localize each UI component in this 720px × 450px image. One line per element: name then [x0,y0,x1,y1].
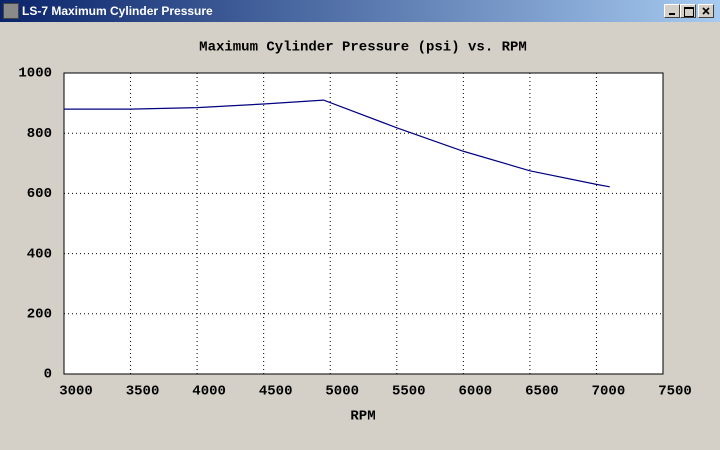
x-axis-label: RPM [350,409,375,425]
minimize-button[interactable] [664,4,680,18]
x-tick-label: 4000 [192,384,226,400]
x-tick-label: 7000 [592,384,626,400]
title-bar: LS-7 Maximum Cylinder Pressure [0,0,720,22]
window-title: LS-7 Maximum Cylinder Pressure [22,4,213,18]
y-tick-label: 0 [44,367,52,383]
chart: Maximum Cylinder Pressure (psi) vs. RPM … [18,40,692,425]
y-tick-label: 200 [27,307,52,323]
y-tick-label: 400 [27,246,52,262]
plot-area [64,73,663,374]
app-icon [3,3,19,19]
x-tick-label: 5500 [392,384,426,400]
x-tick-label: 6500 [525,384,559,400]
x-tick-label: 4500 [259,384,293,400]
y-tick-label: 600 [27,186,52,202]
plot-border [63,72,664,375]
y-tick-label: 800 [27,126,52,142]
close-button[interactable] [698,4,714,18]
data-line [64,99,610,188]
chart-title: Maximum Cylinder Pressure (psi) vs. RPM [199,40,527,56]
maximize-button[interactable] [680,4,696,18]
x-tick-label: 7500 [658,384,692,400]
x-tick-label: 3500 [126,384,160,400]
y-tick-label: 1000 [18,66,52,82]
x-tick-label: 6000 [459,384,493,400]
x-tick-label: 5000 [325,384,359,400]
x-tick-label: 3000 [59,384,93,400]
